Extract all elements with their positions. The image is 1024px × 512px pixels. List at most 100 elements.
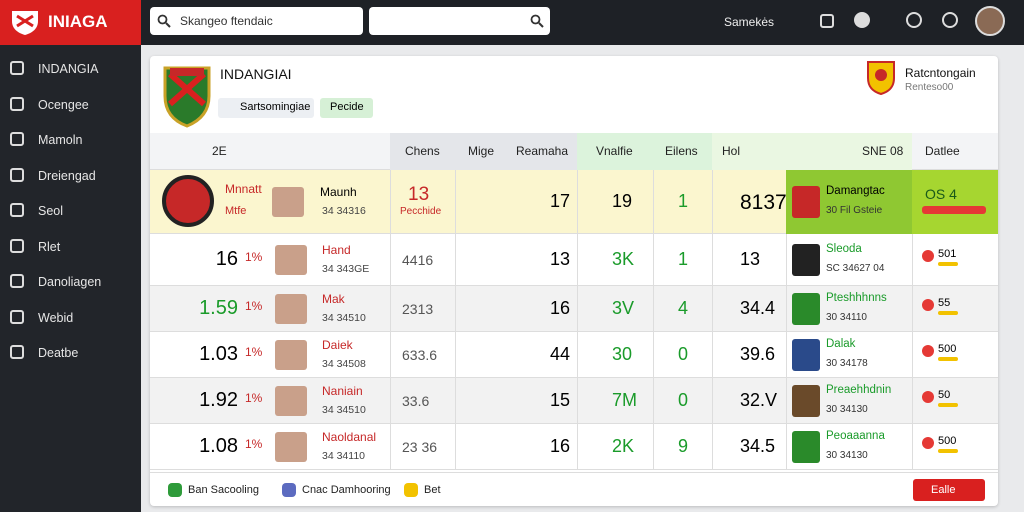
club-name: Pteshhhnns — [826, 292, 887, 304]
player-sub: 34 34510 — [322, 404, 366, 416]
account-menu[interactable]: Samekės — [724, 15, 775, 29]
stat-d: 34.4 — [740, 298, 776, 318]
stat-a: 13 — [550, 249, 571, 269]
status-dot — [922, 437, 934, 449]
column-divider — [390, 332, 391, 378]
footer-link[interactable]: Cnac Damhooring — [302, 484, 391, 496]
nav-label: Rlet — [38, 239, 61, 254]
odds: 33.6 — [402, 393, 430, 409]
nav-item[interactable]: Seol — [0, 199, 141, 225]
nav-item[interactable]: Rlet — [0, 235, 141, 261]
footer-icon — [282, 483, 296, 497]
footer-link[interactable]: Ban Sacooling — [188, 484, 259, 496]
table-row[interactable]: 1.03 1% Daiek 34 34508 633.6 44 30 0 39.6 Dalak 30… — [150, 332, 998, 378]
player-sub: 34 34110 — [322, 450, 366, 462]
rating — [938, 311, 958, 315]
action-button[interactable]: Ealle — [913, 479, 985, 501]
player-name: Daiek — [322, 338, 353, 352]
icon[interactable] — [854, 12, 870, 28]
nav-item[interactable]: Ocengee — [0, 93, 141, 119]
rank: Mnnatt — [225, 182, 262, 196]
avatar[interactable] — [975, 6, 1005, 36]
column-divider — [712, 378, 713, 424]
header-row: 2E Chens Mige Reamaha Vnalfie Eilens Hol SNE 08… — [150, 133, 998, 170]
rank-sub: 1% — [245, 391, 263, 405]
column-divider — [912, 332, 913, 378]
stat-c: 0 — [678, 390, 689, 410]
icon[interactable] — [906, 12, 922, 28]
search-icon — [530, 14, 544, 28]
column-header[interactable]: Hol — [722, 144, 741, 158]
club-sub: 30 34130 — [826, 450, 868, 461]
header-bg — [577, 133, 712, 170]
club-crest — [792, 431, 820, 463]
club-name: Preaehhdnin — [826, 384, 892, 396]
tab[interactable]: Pecide — [320, 98, 373, 118]
rank: 1.08 — [199, 435, 238, 457]
player-sub: 34 34510 — [322, 312, 366, 324]
search-input[interactable]: Skangeo ftendaic — [150, 7, 363, 35]
nav-item[interactable]: Dreiengad — [0, 164, 141, 190]
club-crest — [792, 385, 820, 417]
nav-item[interactable]: Webid — [0, 306, 141, 332]
column-header[interactable]: Reamaha — [516, 144, 569, 158]
odds: 633.6 — [402, 347, 438, 363]
nav-icon — [10, 167, 24, 182]
column-divider — [390, 170, 391, 234]
stat-b: 19 — [612, 191, 633, 211]
stat-b: 30 — [612, 344, 633, 364]
column-divider — [455, 332, 456, 378]
stat-b: 2K — [612, 436, 635, 456]
odds: 2313 — [402, 301, 434, 317]
column-header[interactable]: Vnalfie — [596, 144, 633, 158]
score-highlight — [912, 170, 998, 234]
rank: 16 — [215, 248, 238, 270]
nav-item[interactable]: Mamoln — [0, 128, 141, 154]
stat-b: 3K — [612, 249, 635, 269]
club-crest — [792, 186, 820, 218]
table-row[interactable]: 1.59 1% Mak 34 34510 2313 16 3V 4 34.4 Pteshhhnns… — [150, 286, 998, 332]
column-header[interactable]: Datlee — [925, 144, 960, 158]
table-row[interactable]: 1.92 1% Naniain 34 34510 33.6 15 7M 0 32.V Preaeh… — [150, 378, 998, 424]
score-bar — [922, 206, 986, 214]
column-header[interactable]: Chens — [405, 144, 440, 158]
club-logo — [162, 175, 214, 227]
column-divider — [912, 378, 913, 424]
stat-b: 7M — [612, 390, 638, 410]
player-photo — [272, 187, 304, 217]
column-divider — [653, 234, 654, 286]
footer-link[interactable]: Bet — [424, 484, 441, 496]
nav-item[interactable]: INDANGIA — [0, 57, 141, 83]
column-divider — [455, 286, 456, 332]
tab[interactable]: Sartsomingiae — [218, 98, 314, 118]
search-input-2[interactable] — [369, 7, 550, 35]
table: 2E Chens Mige Reamaha Vnalfie Eilens Hol SNE 08… — [150, 133, 998, 472]
icon[interactable] — [942, 12, 958, 28]
rank: 1.03 — [199, 343, 238, 365]
table-row[interactable]: 1.08 1% Naoldanal 34 34110 23 36 16 2K 9 34.5 Peo… — [150, 424, 998, 470]
player-sub: 34 343GE — [322, 263, 370, 275]
nav-item[interactable]: Danoliagen — [0, 270, 141, 296]
table-row[interactable]: Mnnatt Mtfe Maunh 34 34316 13 Pecchide 17 19 1 81… — [150, 170, 998, 234]
player-name: Naoldanal — [322, 430, 377, 444]
header-bg — [712, 133, 912, 170]
column-header[interactable]: Eilens — [665, 144, 698, 158]
table-row[interactable]: 16 1% Hand 34 343GE 4416 13 3K 1 13 Sleoda SC 3462… — [150, 234, 998, 286]
column-header[interactable]: Mige — [468, 144, 495, 158]
column-header[interactable]: 2E — [212, 144, 227, 158]
column-divider — [390, 424, 391, 470]
stat-c: 0 — [678, 344, 689, 364]
nav-item[interactable]: Deatbe — [0, 341, 141, 367]
column-divider — [786, 424, 787, 470]
main-card: INDANGIAI Sartsomingiae Pecide Ratcntong… — [150, 56, 998, 506]
score: 501 — [938, 248, 957, 260]
column-header[interactable]: SNE 08 — [862, 144, 904, 158]
club-sub: 30 34130 — [826, 404, 868, 415]
column-divider — [455, 424, 456, 470]
column-divider — [577, 234, 578, 286]
stat-c: 1 — [678, 191, 689, 211]
icon[interactable] — [820, 14, 834, 28]
column-divider — [455, 234, 456, 286]
club-crest — [792, 244, 820, 276]
player-name: Mak — [322, 292, 345, 306]
